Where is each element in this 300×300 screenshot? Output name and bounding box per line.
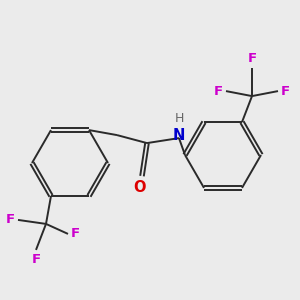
Text: F: F: [248, 52, 256, 65]
Text: H: H: [174, 112, 184, 125]
Text: O: O: [133, 180, 145, 195]
Text: F: F: [281, 85, 290, 98]
Text: N: N: [173, 128, 185, 142]
Text: F: F: [6, 213, 15, 226]
Text: F: F: [71, 227, 80, 240]
Text: F: F: [214, 85, 223, 98]
Text: F: F: [32, 253, 40, 266]
